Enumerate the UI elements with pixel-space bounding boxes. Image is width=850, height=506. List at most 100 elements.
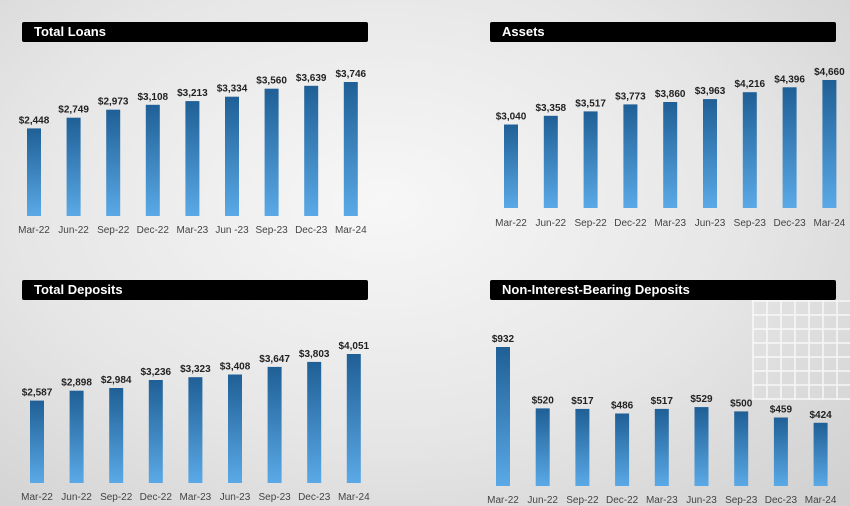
- x-tick-label: Jun-23: [686, 495, 717, 506]
- x-tick-label: Dec-23: [298, 492, 331, 503]
- data-label: $3,560: [256, 76, 287, 87]
- bar-mar-24: [813, 422, 828, 486]
- x-tick-label: Dec-22: [137, 225, 170, 236]
- non-interest-bearing-deposits-chart: $932 Mar-22 $520 Jun-22 $517 Sep-22 $486 Dec-22…: [487, 334, 837, 506]
- x-tick-label: Sep-22: [100, 492, 133, 503]
- data-label: $424: [809, 410, 832, 421]
- bar-jun-22: [543, 115, 558, 208]
- bar-jun-22: [535, 408, 550, 486]
- x-tick-label: Sep-22: [574, 218, 607, 229]
- x-tick-label: Jun -23: [215, 225, 249, 236]
- total-deposits-panel: Total Deposits $2,587 Mar-22 $2,898 Jun-22 $…: [21, 280, 370, 503]
- bar-mar-24: [346, 354, 361, 483]
- non-interest-bearing-deposits-panel: Non-Interest-Bearing Deposits $932 Mar-22…: [487, 280, 842, 506]
- data-label: $932: [492, 334, 515, 345]
- non-interest-bearing-deposits-title: Non-Interest-Bearing Deposits: [490, 280, 836, 300]
- x-tick-label: Mar-22: [495, 218, 527, 229]
- bar-mar-23: [185, 101, 200, 216]
- x-tick-label: Dec-23: [295, 225, 328, 236]
- x-tick-label: Sep-22: [566, 495, 599, 506]
- x-tick-label: Sep-23: [255, 225, 288, 236]
- bar-dec-22: [623, 104, 638, 208]
- data-label: $3,323: [180, 364, 211, 375]
- data-label: $4,051: [339, 341, 370, 352]
- bar-dec-23: [773, 417, 788, 486]
- x-tick-label: Jun-22: [61, 492, 92, 503]
- data-label: $3,963: [695, 86, 726, 97]
- background-grid-pattern: [752, 300, 850, 400]
- x-tick-label: Mar-23: [180, 492, 212, 503]
- x-tick-label: Sep-23: [725, 495, 758, 506]
- data-label: $517: [651, 396, 674, 407]
- bar-mar-24: [343, 82, 358, 216]
- bar-jun-23: [225, 96, 239, 216]
- total-loans-panel: Total Loans $2,448 Mar-22 $2,749 Jun-22 $2,9…: [18, 22, 370, 242]
- bar-mar-22: [496, 347, 510, 486]
- bar-sep-23: [264, 88, 279, 216]
- x-tick-label: Dec-23: [765, 495, 798, 506]
- x-tick-label: Mar-22: [21, 492, 53, 503]
- x-tick-label: Dec-22: [140, 492, 173, 503]
- data-label: $2,448: [19, 115, 50, 126]
- data-label: $3,746: [336, 69, 367, 80]
- bar-mar-22: [504, 124, 518, 208]
- data-label: $3,773: [615, 91, 646, 102]
- bar-mar-23: [188, 377, 203, 483]
- bar-mar-22: [30, 400, 44, 483]
- x-tick-label: Mar-22: [487, 495, 519, 506]
- assets-panel: Assets $3,040 Mar-22 $3,358 Jun-22 $3,517 Sep…: [490, 22, 846, 242]
- data-label: $529: [690, 394, 713, 405]
- bar-sep-22: [106, 109, 121, 216]
- data-label: $459: [770, 405, 793, 416]
- x-tick-label: Jun-23: [695, 218, 726, 229]
- x-tick-label: Sep-23: [734, 218, 767, 229]
- bar-jun-22: [69, 390, 84, 483]
- data-label: $3,860: [655, 89, 686, 100]
- bar-dec-22: [615, 413, 630, 486]
- data-label: $3,213: [177, 88, 208, 99]
- total-deposits-title: Total Deposits: [22, 280, 368, 300]
- data-label: $2,587: [22, 388, 53, 399]
- x-tick-label: Jun-22: [536, 218, 567, 229]
- data-label: $486: [611, 401, 634, 412]
- bar-mar-23: [654, 408, 669, 486]
- data-label: $2,749: [58, 105, 89, 116]
- x-tick-label: Mar-23: [654, 218, 686, 229]
- bar-jun-23: [228, 374, 242, 483]
- data-label: $3,408: [220, 362, 251, 373]
- data-label: $3,358: [536, 103, 567, 114]
- data-label: $4,216: [735, 79, 766, 90]
- bar-mar-24: [822, 80, 837, 208]
- data-label: $3,236: [141, 367, 172, 378]
- x-tick-label: Dec-22: [606, 495, 639, 506]
- x-tick-label: Sep-22: [97, 225, 130, 236]
- data-label: $520: [532, 395, 555, 406]
- data-label: $3,040: [496, 112, 527, 123]
- data-label: $3,803: [299, 349, 330, 360]
- bar-jun-22: [66, 117, 81, 216]
- x-tick-label: Mar-24: [805, 495, 837, 506]
- bar-sep-23: [734, 411, 749, 486]
- bar-jun-23: [703, 99, 717, 208]
- bar-sep-23: [742, 92, 757, 208]
- data-label: $3,647: [259, 354, 290, 365]
- bar-sep-22: [583, 111, 598, 208]
- x-tick-label: Jun-22: [527, 495, 558, 506]
- x-tick-label: Dec-22: [614, 218, 647, 229]
- total-deposits-chart: $2,587 Mar-22 $2,898 Jun-22 $2,984 Sep-22 $3,2…: [21, 341, 370, 503]
- x-tick-label: Sep-23: [258, 492, 291, 503]
- assets-chart: $3,040 Mar-22 $3,358 Jun-22 $3,517 Sep-22 $3,7…: [495, 67, 846, 229]
- data-label: $3,108: [138, 92, 169, 103]
- data-label: $2,898: [61, 378, 92, 389]
- x-tick-label: Mar-22: [18, 225, 50, 236]
- data-label: $3,639: [296, 73, 327, 84]
- bar-mar-22: [27, 128, 41, 216]
- data-label: $2,973: [98, 97, 129, 108]
- x-tick-label: Mar-24: [814, 218, 846, 229]
- bar-dec-23: [307, 361, 322, 483]
- bar-dec-23: [782, 87, 797, 208]
- data-label: $517: [571, 396, 594, 407]
- x-tick-label: Mar-23: [646, 495, 678, 506]
- data-label: $2,984: [101, 375, 132, 386]
- bar-sep-23: [267, 366, 282, 483]
